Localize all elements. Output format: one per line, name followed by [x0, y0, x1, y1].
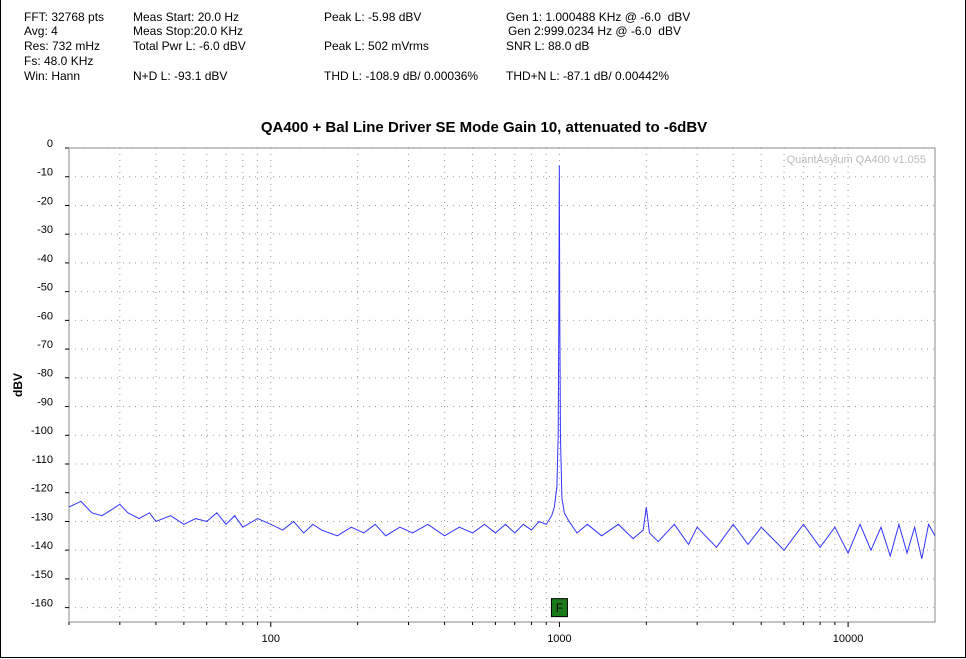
y-tick-label: -140	[31, 540, 53, 552]
y-tick-label: -110	[32, 454, 53, 466]
header-text: THD+N L: -87.1 dB/ 0.00442%	[506, 69, 670, 83]
y-tick-label: -10	[37, 167, 53, 179]
y-tick-label: -80	[37, 368, 53, 380]
y-tick-label: -50	[37, 282, 53, 294]
header-text: FFT: 32768 pts	[24, 10, 105, 24]
y-tick-label: -120	[31, 483, 53, 495]
header-text: Total Pwr L: -6.0 dBV	[133, 39, 246, 53]
y-axis-label: dBV	[11, 373, 25, 397]
marker-box	[550, 598, 568, 618]
header-text: SNR L: 88.0 dB	[506, 39, 590, 53]
header-text: Gen 1: 1.000488 KHz @ -6.0 dBV	[506, 10, 691, 24]
header-text: Meas Stop:20.0 KHz	[133, 24, 244, 38]
plot-area	[68, 147, 936, 623]
header-text: Fs: 48.0 KHz	[24, 54, 94, 68]
y-tick-label: -40	[37, 253, 53, 265]
header-text: N+D L: -93.1 dBV	[133, 69, 228, 83]
y-tick-label: -30	[37, 224, 53, 236]
header-text: Meas Start: 20.0 Hz	[133, 10, 240, 24]
series-line	[69, 165, 935, 559]
x-tick-label: 10000	[833, 633, 864, 645]
header-text: THD L: -108.9 dB/ 0.00036%	[324, 69, 479, 83]
y-tick-label: -100	[31, 425, 53, 437]
header-text: Gen 2:999.0234 Hz @ -6.0 dBV	[508, 24, 681, 38]
marker-label: F	[556, 601, 563, 615]
header-text: Win: Hann	[24, 69, 81, 83]
y-tick-label: -160	[31, 598, 53, 610]
header-text: Peak L: -5.98 dBV	[324, 10, 422, 24]
x-tick-label: 1000	[547, 633, 571, 645]
header-text: Avg: 4	[24, 24, 58, 38]
y-tick-label: -70	[37, 339, 53, 351]
x-tick-label: 100	[262, 633, 280, 645]
y-tick-label: -60	[37, 310, 53, 322]
header-text: Peak L: 502 mVrms	[324, 39, 429, 53]
chart-title: QA400 + Bal Line Driver SE Mode Gain 10,…	[261, 119, 707, 136]
y-tick-label: -20	[37, 195, 53, 207]
y-tick-label: -150	[31, 569, 53, 581]
header-text: Res: 732 mHz	[24, 39, 101, 53]
y-tick-label: 0	[47, 138, 53, 150]
y-tick-label: -90	[37, 396, 53, 408]
watermark: QuantAsylum QA400 v1.055	[787, 154, 926, 166]
y-tick-label: -130	[31, 511, 53, 523]
